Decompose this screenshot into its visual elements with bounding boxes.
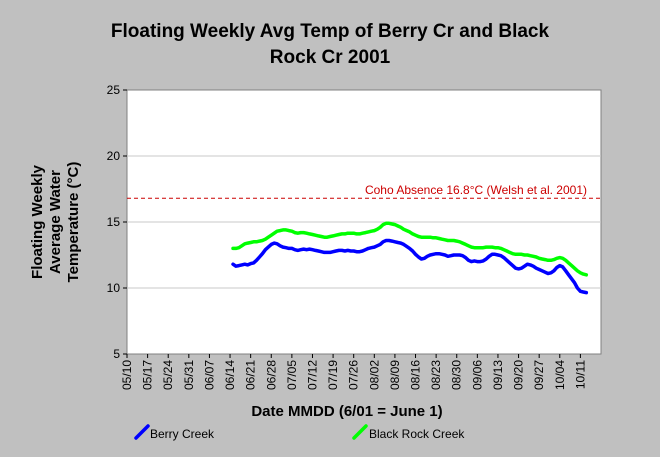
chart-title-line2: Rock Cr 2001: [270, 47, 391, 68]
x-tick-label-05-10: 05/10: [120, 360, 134, 390]
legend-swatch-berry-creek: [134, 424, 150, 440]
x-tick-label-08-30: 08/30: [450, 360, 464, 390]
y-tick-label-10: 10: [107, 281, 121, 295]
y-axis-title-line3: Temperature (°C): [65, 162, 82, 283]
x-tick-label-08-02: 08/02: [367, 360, 381, 390]
coho-threshold-label: Coho Absence 16.8°C (Welsh et al. 2001): [365, 183, 587, 197]
x-tick-label-10-11: 10/11: [573, 360, 587, 389]
x-tick-label-07-05: 07/05: [285, 360, 299, 390]
chart-title-line1: Floating Weekly Avg Temp of Berry Cr and…: [111, 21, 550, 42]
x-tick-label-09-06: 09/06: [470, 360, 484, 390]
x-tick-label-07-19: 07/19: [326, 360, 340, 390]
gridlines: [127, 155, 601, 289]
x-tick-label-10-04: 10/04: [553, 360, 567, 390]
x-tick-label-06-14: 06/14: [223, 360, 237, 390]
x-tick-label-09-27: 09/27: [532, 360, 546, 390]
y-axis-title-line2: Average Water: [47, 170, 64, 274]
y-tick-label-25: 25: [107, 83, 121, 97]
legend-swatch-black-rock-creek: [352, 424, 368, 440]
series-line-berry-creek: [231, 238, 589, 295]
legend: Berry Creek Black Rock Creek: [134, 424, 465, 441]
y-tick-label-15: 15: [107, 215, 121, 229]
series-lines: [231, 221, 589, 295]
x-tick-label-08-09: 08/09: [388, 360, 402, 390]
x-tick-label-05-17: 05/17: [141, 360, 155, 390]
x-tick-label-05-31: 05/31: [182, 360, 196, 390]
x-tick-label-09-13: 09/13: [491, 360, 505, 390]
legend-label-black-rock-creek: Black Rock Creek: [369, 427, 465, 441]
legend-label-berry-creek: Berry Creek: [150, 427, 215, 441]
x-tick-label-06-07: 06/07: [202, 360, 216, 390]
x-tick-label-07-26: 07/26: [347, 360, 361, 390]
x-tick-label-06-21: 06/21: [244, 360, 258, 390]
x-tick-label-08-23: 08/23: [429, 360, 443, 390]
x-tick-label-05-24: 05/24: [161, 360, 175, 390]
y-tick-label-5: 5: [113, 347, 120, 361]
x-tick-label-07-12: 07/12: [305, 360, 319, 390]
series-line-black-rock-creek: [231, 221, 589, 277]
y-axis-title-line1: Floating Weekly: [29, 164, 46, 279]
y-tick-label-20: 20: [107, 149, 121, 163]
x-axis-title: Date MMDD (6/01 = June 1): [251, 403, 442, 420]
y-axis-ticks: 5 10 15 20 25: [107, 83, 127, 361]
x-axis-ticks: 05/10 05/17 05/24 05/31 06/07 06/14 06/21 06/28…: [120, 354, 587, 390]
x-tick-label-09-20: 09/20: [512, 360, 526, 390]
x-tick-label-08-16: 08/16: [409, 360, 423, 390]
x-tick-label-06-28: 06/28: [264, 360, 278, 390]
y-axis-title: Floating Weekly Average Water Temperatur…: [29, 162, 82, 283]
